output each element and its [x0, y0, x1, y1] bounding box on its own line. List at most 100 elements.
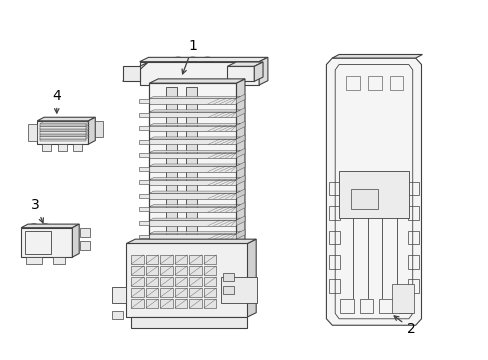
- Polygon shape: [40, 125, 89, 126]
- Bar: [26, 257, 41, 264]
- Bar: [149, 180, 236, 185]
- Bar: [25, 231, 51, 253]
- Bar: [328, 182, 339, 195]
- Bar: [40, 129, 86, 131]
- Bar: [398, 299, 411, 313]
- Bar: [203, 288, 216, 297]
- Bar: [139, 167, 149, 171]
- Polygon shape: [236, 135, 244, 144]
- Bar: [189, 255, 202, 264]
- Bar: [131, 299, 143, 308]
- Bar: [189, 299, 202, 308]
- Bar: [139, 207, 149, 211]
- Bar: [149, 193, 236, 199]
- Bar: [139, 194, 149, 198]
- Polygon shape: [88, 117, 95, 144]
- Bar: [223, 273, 234, 281]
- Bar: [389, 76, 403, 90]
- Polygon shape: [40, 137, 89, 139]
- Polygon shape: [259, 57, 267, 85]
- Bar: [345, 76, 359, 90]
- Bar: [407, 206, 418, 220]
- Polygon shape: [236, 79, 244, 246]
- Text: 1: 1: [182, 39, 197, 74]
- Bar: [140, 62, 259, 85]
- Bar: [328, 279, 339, 293]
- Bar: [149, 220, 236, 226]
- Bar: [131, 288, 143, 297]
- Bar: [131, 277, 143, 286]
- Text: 3: 3: [31, 198, 43, 223]
- Bar: [160, 266, 172, 275]
- Bar: [149, 166, 236, 171]
- Bar: [112, 311, 122, 319]
- Bar: [21, 228, 72, 257]
- Bar: [175, 255, 187, 264]
- Bar: [126, 243, 247, 317]
- Polygon shape: [37, 117, 95, 121]
- Polygon shape: [236, 162, 244, 171]
- Bar: [367, 76, 381, 90]
- Bar: [391, 284, 413, 313]
- Bar: [149, 234, 236, 239]
- Bar: [131, 317, 247, 328]
- Bar: [42, 144, 51, 150]
- Polygon shape: [236, 189, 244, 199]
- Polygon shape: [236, 148, 244, 158]
- Text: 2: 2: [393, 316, 415, 336]
- Bar: [339, 299, 353, 313]
- Polygon shape: [149, 191, 240, 193]
- Bar: [37, 121, 88, 144]
- Polygon shape: [236, 202, 244, 212]
- Bar: [149, 207, 236, 212]
- Bar: [149, 83, 236, 246]
- Bar: [145, 266, 158, 275]
- Bar: [175, 288, 187, 297]
- Polygon shape: [149, 231, 240, 234]
- Bar: [338, 171, 408, 218]
- Bar: [407, 255, 418, 269]
- Polygon shape: [331, 54, 422, 58]
- Polygon shape: [247, 239, 256, 317]
- Bar: [145, 255, 158, 264]
- Polygon shape: [72, 224, 79, 257]
- Bar: [227, 66, 254, 81]
- Bar: [350, 189, 377, 209]
- Bar: [189, 266, 202, 275]
- Bar: [131, 255, 143, 264]
- Bar: [407, 230, 418, 244]
- Bar: [203, 299, 216, 308]
- Polygon shape: [236, 229, 244, 239]
- Bar: [149, 83, 236, 246]
- Polygon shape: [149, 79, 244, 83]
- Bar: [328, 206, 339, 220]
- Polygon shape: [40, 130, 89, 131]
- Bar: [40, 134, 86, 136]
- Bar: [149, 139, 236, 144]
- Bar: [58, 144, 66, 150]
- Bar: [175, 299, 187, 308]
- Bar: [139, 234, 149, 238]
- Polygon shape: [326, 58, 421, 325]
- Bar: [166, 87, 177, 243]
- Polygon shape: [40, 122, 89, 124]
- Bar: [139, 180, 149, 184]
- Bar: [149, 112, 236, 117]
- Bar: [223, 286, 234, 294]
- Bar: [175, 277, 187, 286]
- Polygon shape: [236, 108, 244, 117]
- Polygon shape: [21, 224, 79, 228]
- Bar: [160, 299, 172, 308]
- Bar: [407, 279, 418, 293]
- Polygon shape: [149, 123, 240, 126]
- Bar: [139, 221, 149, 225]
- Bar: [175, 266, 187, 275]
- Bar: [80, 241, 90, 250]
- Bar: [28, 125, 37, 140]
- Bar: [328, 230, 339, 244]
- Bar: [40, 136, 86, 139]
- Bar: [328, 255, 339, 269]
- Bar: [139, 113, 149, 117]
- Bar: [203, 266, 216, 275]
- Text: 4: 4: [52, 89, 61, 113]
